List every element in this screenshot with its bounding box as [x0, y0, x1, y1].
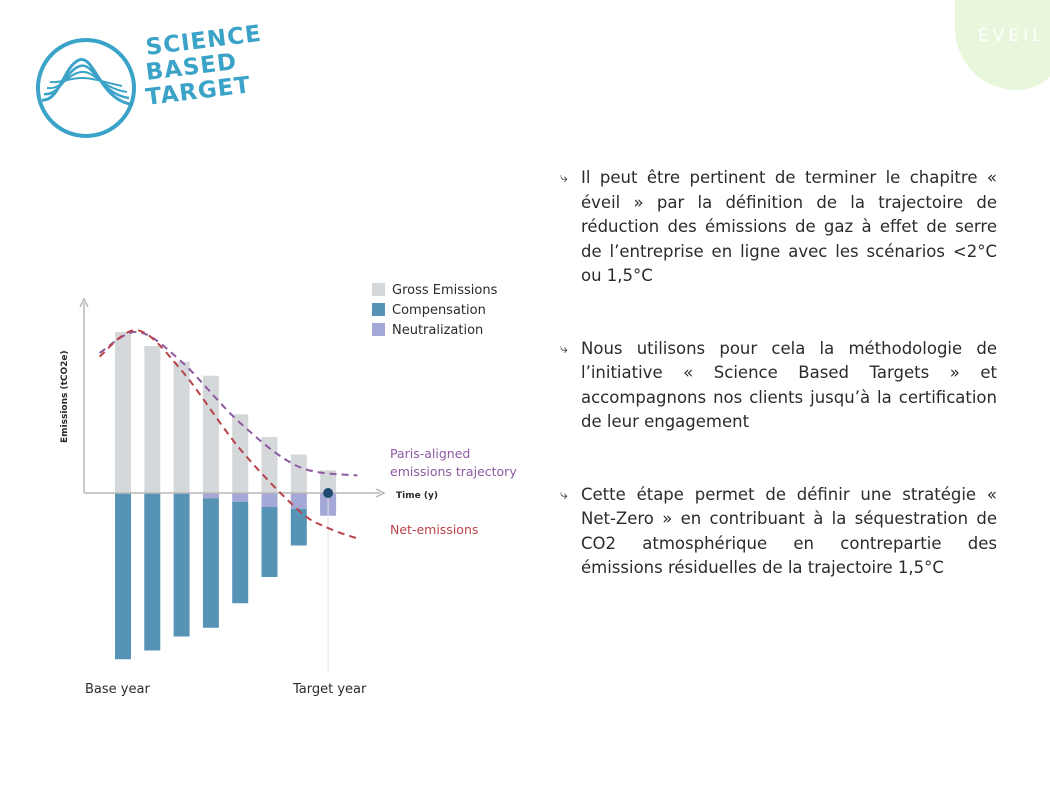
gross-emissions-bar: [115, 332, 131, 493]
bullet-item: ⤷ Cette étape permet de définir une stra…: [560, 483, 997, 581]
neutralization-bar: [261, 493, 278, 507]
bullet-arrow-icon: ⤷: [560, 486, 568, 503]
bullet-text: Cette étape permet de définir une straté…: [581, 484, 997, 578]
eveil-tag-label: ÉVEIL: [978, 26, 1046, 46]
paris-line-label-line2: emissions trajectory: [390, 464, 517, 479]
gross-emissions-bar: [290, 454, 307, 493]
gross-emissions-bar: [202, 375, 219, 493]
gross-emissions-bar: [232, 414, 249, 493]
science-based-target-logo: SCIENCE BASED TARGET: [34, 21, 274, 146]
chart-bars: [115, 332, 337, 660]
compensation-bar: [115, 493, 131, 660]
neutralization-bar: [290, 493, 307, 509]
compensation-bar: [232, 501, 249, 604]
y-axis-label: Emissions (tCO2e): [60, 350, 70, 443]
compensation-bar: [144, 493, 161, 651]
bullet-text: Nous utilisons pour cela la méthodologie…: [581, 338, 997, 432]
compensation-bar: [290, 508, 307, 546]
x-tick-label-target-year: Target year: [292, 682, 367, 697]
x-tick-label-base-year: Base year: [85, 682, 150, 697]
legend-label-1: Gross Emissions: [392, 283, 498, 298]
neutralization-bar: [232, 493, 249, 502]
compensation-bar: [261, 507, 278, 577]
compensation-bar: [173, 493, 190, 637]
legend-label-2: Compensation: [392, 303, 486, 318]
net-emissions-line: [98, 329, 358, 540]
bullet-item: ⤷ Il peut être pertinent de terminer le …: [560, 166, 997, 289]
chart-lines: [98, 329, 358, 540]
bullet-arrow-icon: ⤷: [560, 340, 568, 357]
y-axis-arrow-icon: [79, 297, 89, 308]
legend-swatch-2: [372, 303, 385, 316]
x-axis-arrow-icon: [375, 488, 386, 498]
compensation-bar: [202, 498, 219, 628]
paris-aligned-trajectory-line: [99, 330, 358, 477]
bullet-item: ⤷ Nous utilisons pour cela la méthodolog…: [560, 337, 997, 435]
emissions-chart: Gross Emissions Compensation Neutralizatio…: [60, 283, 517, 697]
gross-emissions-bar: [144, 346, 161, 493]
logo-wordmark: SCIENCE BASED TARGET: [144, 21, 263, 111]
paris-line-label-line1: Paris-aligned: [390, 446, 470, 461]
gross-emissions-bar: [261, 437, 278, 493]
bullet-list: ⤷ Il peut être pertinent de terminer le …: [560, 166, 997, 629]
legend-swatch-1: [372, 283, 385, 296]
chart-legend: Gross Emissions Compensation Neutralizatio…: [372, 283, 498, 338]
legend-swatch-3: [372, 323, 385, 336]
x-axis-label: Time (y): [396, 491, 438, 501]
gross-emissions-bar: [320, 470, 337, 493]
legend-label-3: Neutralization: [392, 323, 483, 338]
net-zero-marker: [323, 488, 334, 498]
chart-labels: Base year Target year Time (y) Emissions (t…: [60, 350, 517, 697]
bullet-text: Il peut être pertinent de terminer le ch…: [581, 168, 997, 285]
net-emissions-label: Net-emissions: [390, 522, 478, 537]
neutralization-bar: [202, 493, 219, 499]
gross-emissions-bar: [173, 361, 190, 493]
bullet-arrow-icon: ⤷: [560, 170, 568, 186]
logo-globe-icon: [36, 38, 136, 138]
